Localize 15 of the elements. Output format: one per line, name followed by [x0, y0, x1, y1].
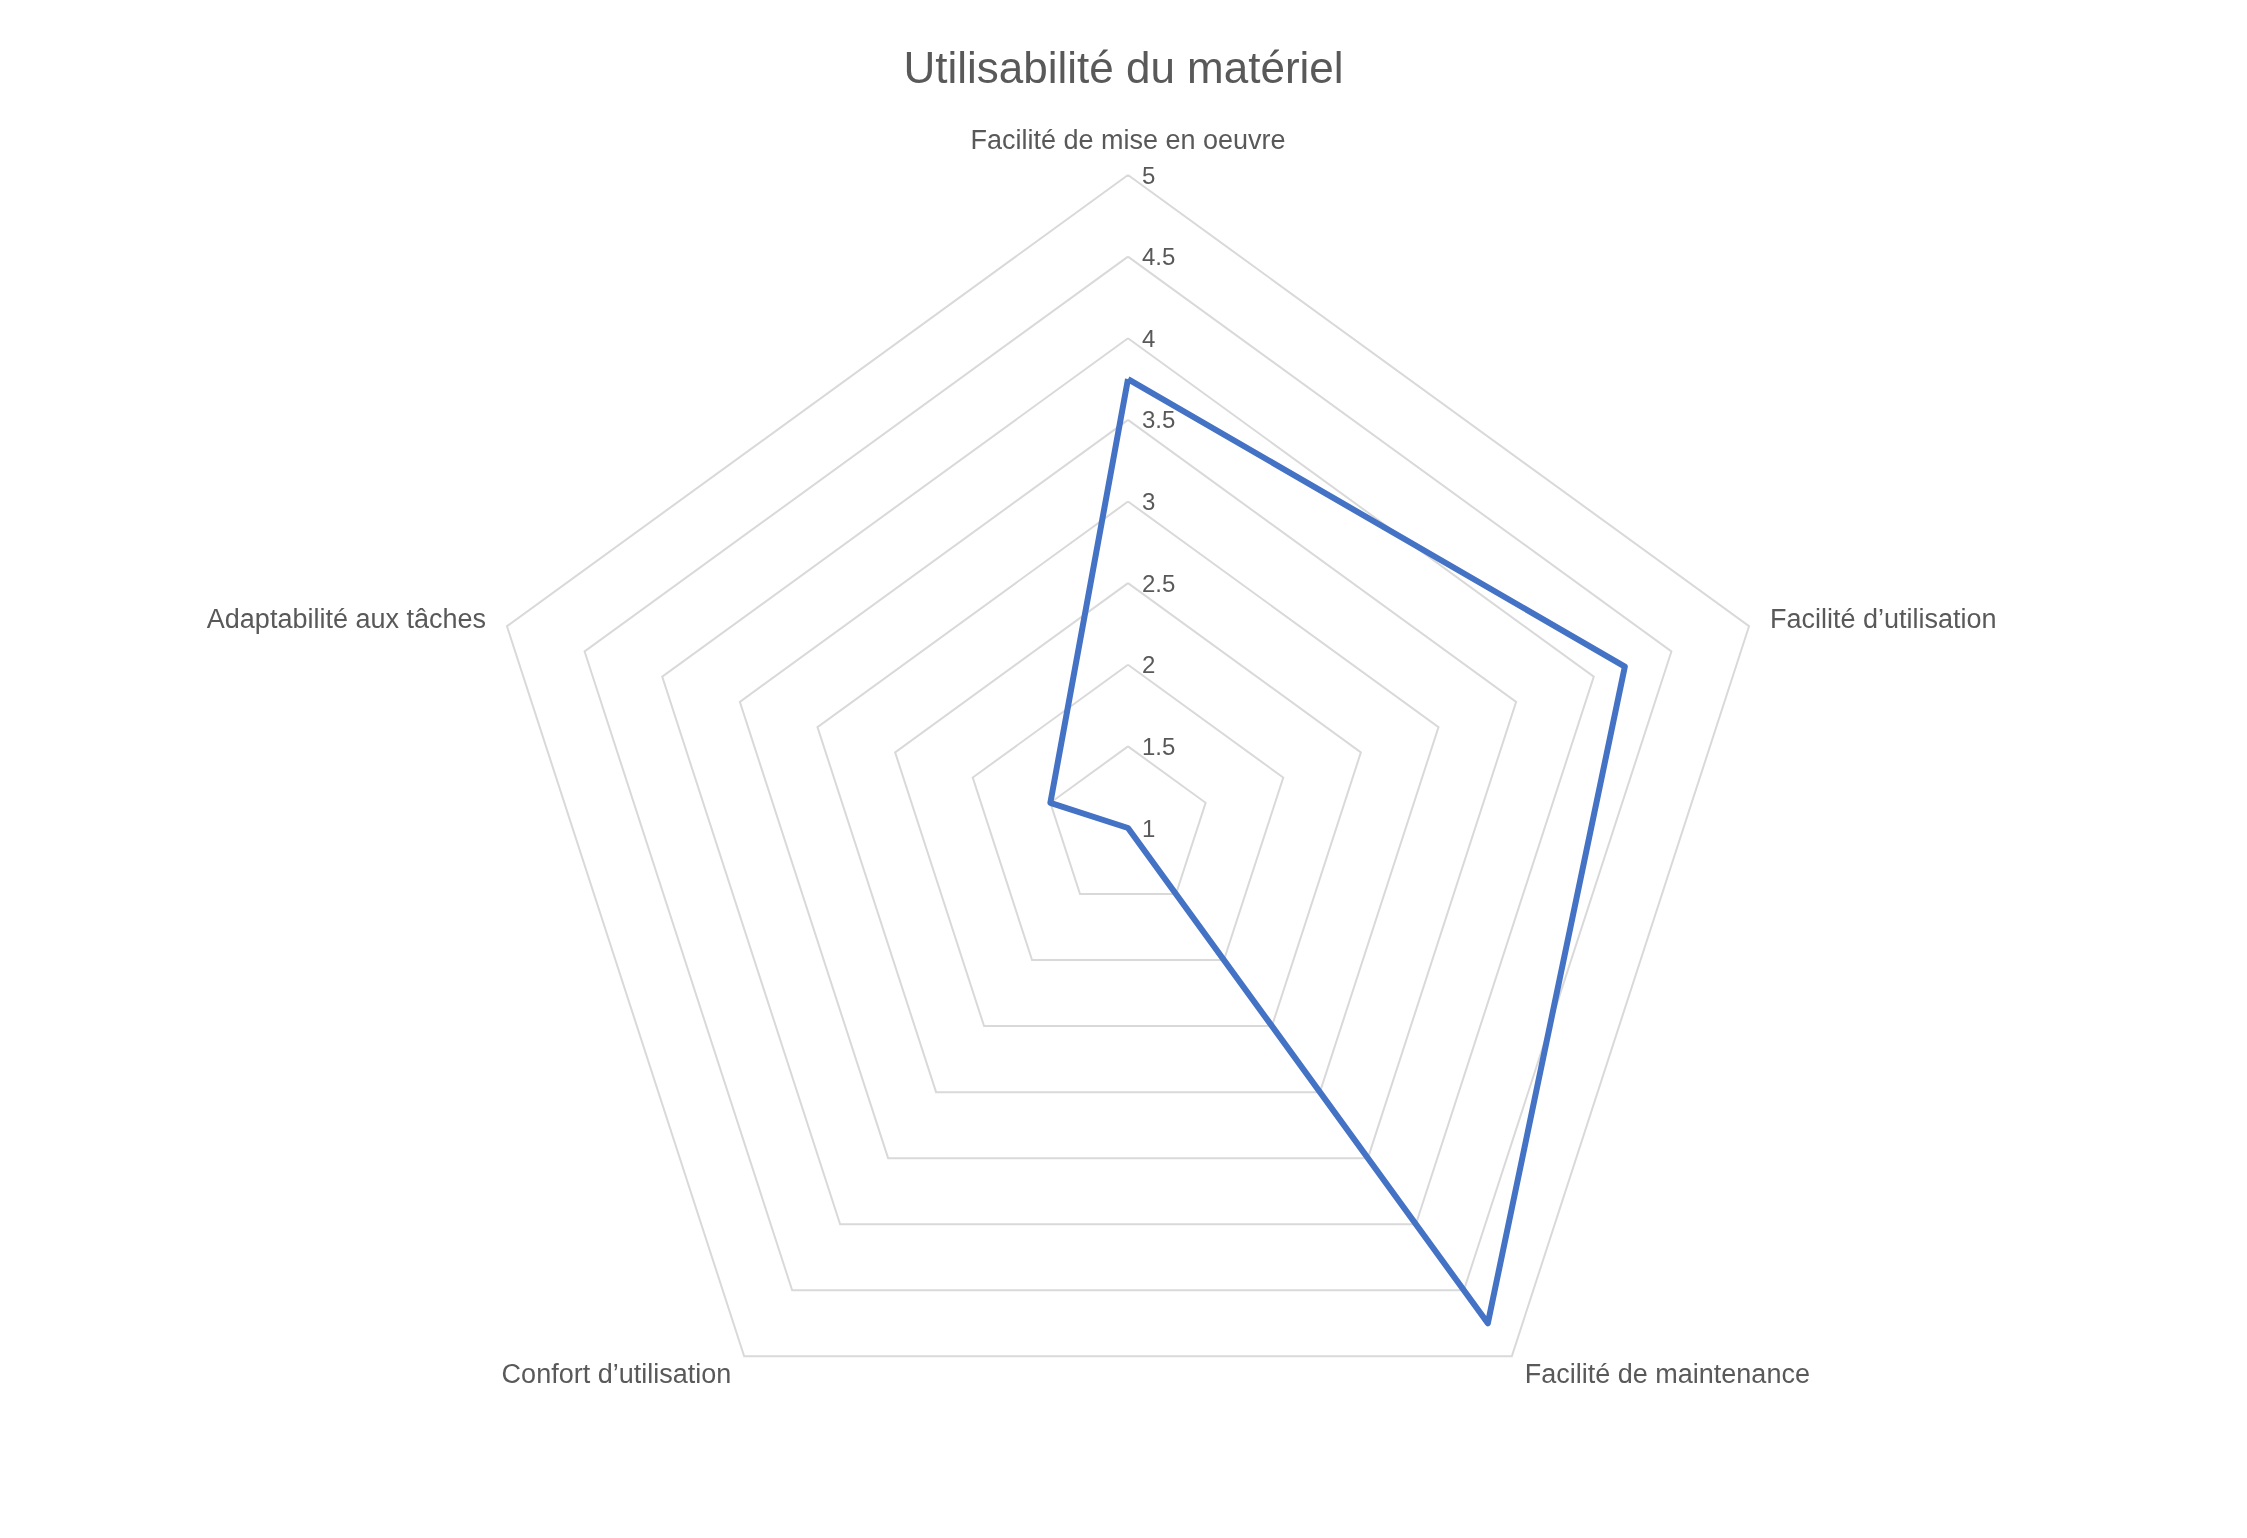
spoke-label: Facilité de mise en oeuvre: [970, 124, 1286, 155]
spoke-label: Facilité de maintenance: [1524, 1359, 1810, 1390]
y-tick-label: 3.5: [1142, 406, 1176, 434]
spoke-label: Facilité d’utilisation: [1769, 604, 1997, 635]
y-tick-label: 1.5: [1142, 732, 1176, 760]
spoke-label: Adaptabilité aux tâches: [206, 604, 487, 635]
spoke-label: Confort d’utilisation: [501, 1359, 732, 1390]
y-tick-label: 2: [1142, 651, 1156, 679]
y-tick-label: 4: [1142, 324, 1156, 352]
y-tick-label: 3: [1142, 488, 1156, 515]
y-tick-label: 4.5: [1142, 243, 1176, 271]
y-tick-label: 2.5: [1142, 569, 1176, 597]
y-tick-label: 1: [1142, 814, 1156, 842]
chart-title: Utilisabilité du matériel: [903, 42, 1344, 92]
y-tick-label: 5: [1142, 161, 1156, 189]
